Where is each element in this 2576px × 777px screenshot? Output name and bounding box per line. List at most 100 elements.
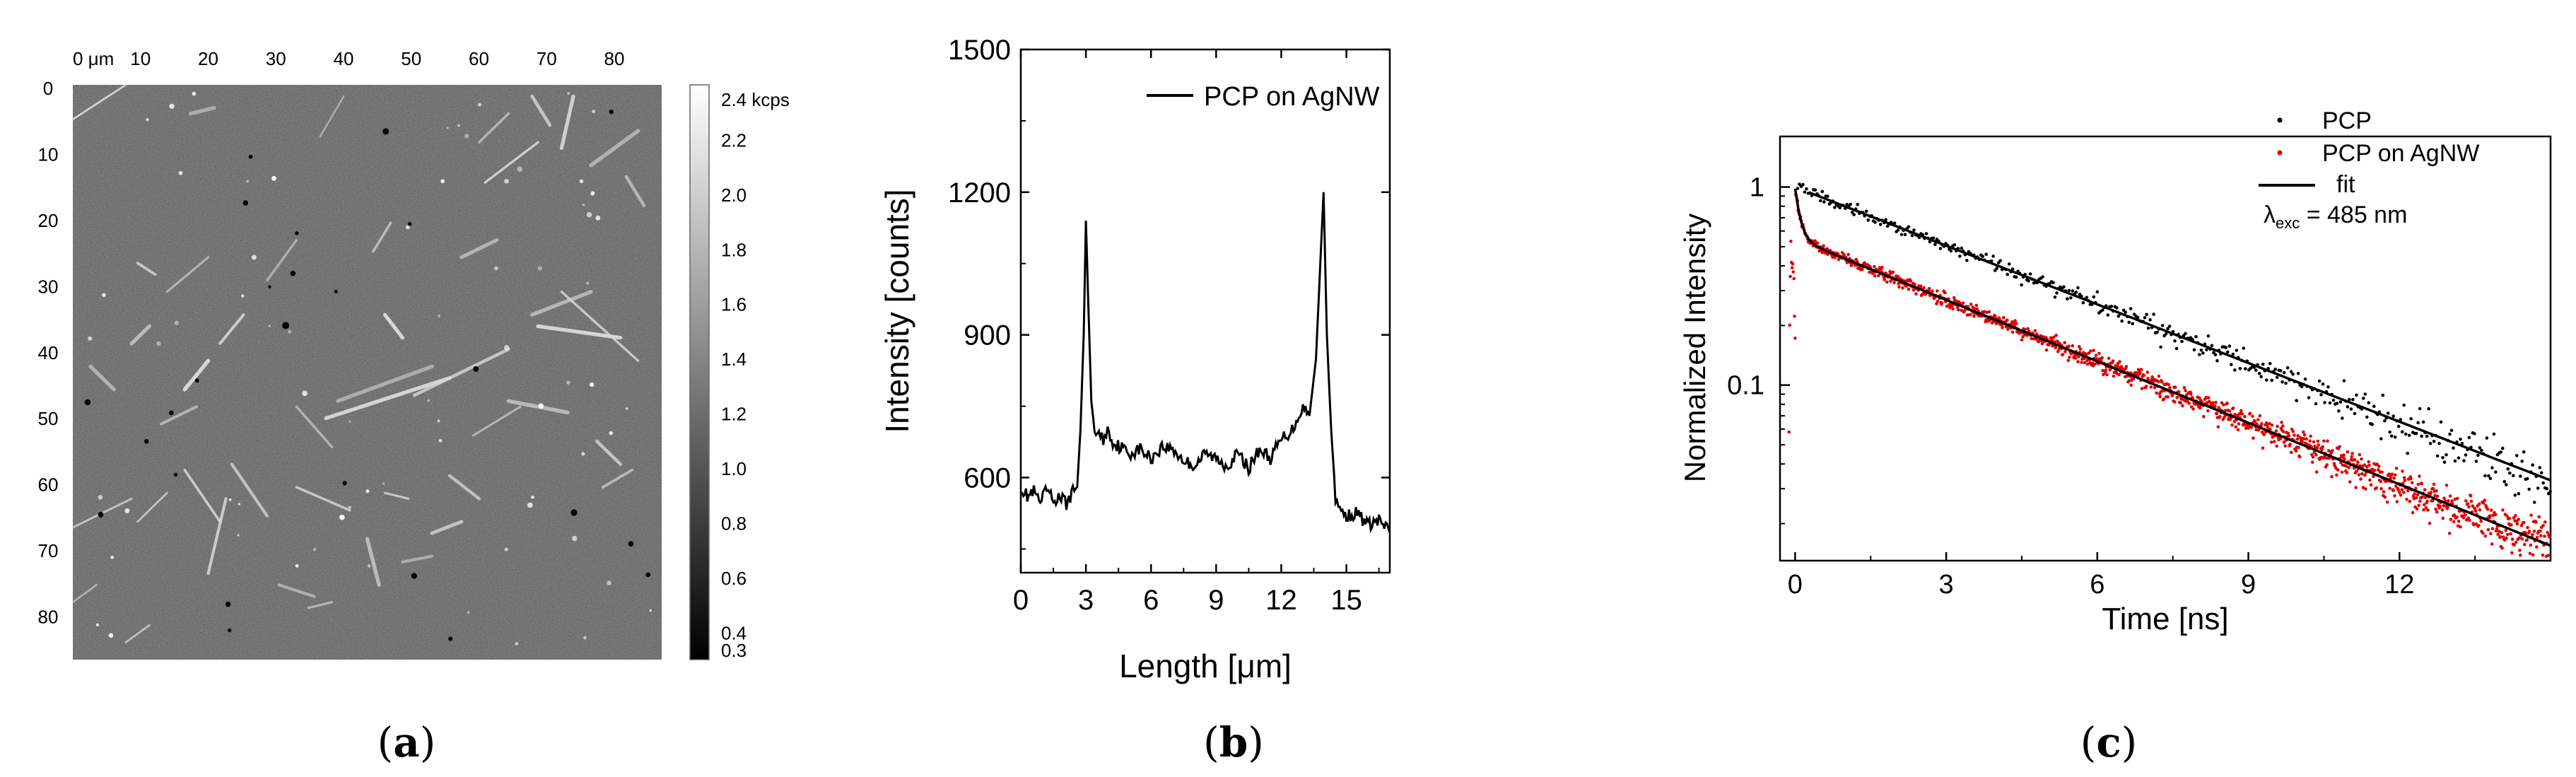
fluorescent-spot [108, 633, 114, 638]
data-point-pcp-on-agnw [2518, 549, 2522, 552]
data-point-pcp-on-agnw [1873, 264, 1876, 269]
data-point-pcp-on-agnw [2531, 533, 2534, 537]
data-point-pcp-on-agnw [2415, 507, 2419, 510]
data-point-pcp-on-agnw [2240, 412, 2244, 416]
data-point-pcp [1953, 243, 1957, 247]
data-point-pcp-on-agnw [2498, 530, 2501, 533]
data-point-pcp-on-agnw [2076, 360, 2080, 363]
panel-a-x-tick-label: 80 [604, 48, 625, 69]
dark-spot [609, 109, 614, 115]
data-point-pcp [1826, 194, 1829, 198]
data-point-pcp-on-agnw [1846, 252, 1850, 257]
data-point-pcp-on-agnw [2379, 479, 2383, 484]
data-point-pcp-on-agnw [2160, 389, 2165, 392]
data-point-pcp-on-agnw [2372, 474, 2375, 479]
dark-spot [473, 366, 479, 372]
data-point-pcp [2180, 339, 2184, 344]
nanowire [230, 462, 269, 518]
data-point-pcp [2319, 393, 2323, 397]
data-point-pcp-on-agnw [2230, 423, 2234, 427]
panel-a-y-tick-label: 10 [38, 144, 59, 165]
data-point-pcp-on-agnw [2394, 467, 2399, 470]
data-point-pcp-on-agnw [2490, 542, 2494, 546]
data-point-pcp [2494, 470, 2498, 474]
fluorescent-spot [438, 438, 443, 443]
panel-c-x-tick-label: 9 [2241, 570, 2256, 600]
data-point-pcp-on-agnw [2459, 525, 2462, 529]
data-point-pcp-on-agnw [2067, 344, 2071, 349]
panel-c-plot-frame [1779, 135, 2552, 562]
data-point-pcp-on-agnw [1883, 278, 1887, 281]
panel-a-y-tick-label: 20 [38, 210, 59, 231]
data-point-pcp-on-agnw [2413, 492, 2416, 496]
data-point-pcp-on-agnw [2447, 499, 2450, 503]
series-line-pcp-on-agnw [1020, 192, 1391, 534]
fluorescent-spot [102, 293, 106, 298]
data-point-pcp [2184, 332, 2187, 336]
data-point-pcp-on-agnw [2358, 452, 2362, 457]
panel-b-y-tick-label: 1200 [948, 177, 1011, 209]
panel-b-x-axis-label: Length [μm] [1119, 648, 1292, 684]
fluorescent-spot [440, 179, 445, 184]
data-point-pcp-on-agnw [1833, 255, 1837, 259]
data-point-pcp [2289, 370, 2293, 373]
data-point-pcp [2226, 350, 2230, 354]
data-point-pcp [2460, 441, 2464, 445]
data-point-pcp-on-agnw [2149, 385, 2153, 389]
data-point-pcp-on-agnw [1952, 296, 1956, 300]
data-point-pcp-on-agnw [1873, 274, 1877, 278]
data-point-pcp-on-agnw [2216, 425, 2220, 428]
data-point-pcp-on-agnw [2181, 404, 2184, 408]
data-point-pcp [2323, 401, 2326, 404]
data-point-pcp-on-agnw [2217, 406, 2220, 409]
data-point-pcp-on-agnw [1788, 323, 1791, 327]
data-point-pcp [2539, 471, 2543, 474]
data-point-pcp-on-agnw [1913, 283, 1916, 286]
data-point-pcp-on-agnw [2514, 540, 2518, 544]
data-point-pcp [1910, 233, 1914, 238]
data-point-pcp [2546, 491, 2551, 496]
data-point-pcp [2536, 486, 2540, 490]
data-point-pcp [1884, 218, 1887, 222]
nanowire [136, 262, 157, 276]
dark-spot [334, 289, 338, 293]
data-point-pcp [2505, 483, 2508, 486]
data-point-pcp-on-agnw [2506, 532, 2510, 537]
data-point-pcp-on-agnw [2377, 465, 2381, 468]
data-point-pcp [2349, 407, 2353, 411]
data-point-pcp-on-agnw [2365, 465, 2369, 469]
data-point-pcp-on-agnw [2393, 494, 2396, 498]
data-point-pcp [2051, 281, 2055, 285]
data-point-pcp [2268, 362, 2272, 366]
data-point-pcp [2233, 368, 2237, 372]
dark-spot [448, 636, 453, 641]
data-point-pcp-on-agnw [2532, 530, 2536, 533]
data-point-pcp-on-agnw [2517, 518, 2520, 521]
data-point-pcp-on-agnw [2331, 449, 2334, 452]
data-point-pcp-on-agnw [2087, 351, 2091, 355]
data-point-pcp-on-agnw [2140, 387, 2144, 390]
data-point-pcp-on-agnw [2162, 397, 2166, 401]
dark-spot [295, 231, 299, 235]
data-point-pcp-on-agnw [2505, 514, 2509, 518]
nanowire [165, 256, 210, 293]
panel-b-x-tick-label: 3 [1078, 585, 1094, 616]
data-point-pcp-on-agnw [2068, 356, 2071, 359]
fluorescent-spot [427, 399, 430, 402]
data-point-pcp-on-agnw [2420, 495, 2425, 499]
data-point-pcp-on-agnw [2402, 476, 2406, 479]
data-point-pcp-on-agnw [2343, 457, 2346, 461]
fluorescent-spot [251, 255, 257, 260]
data-point-pcp-on-agnw [2367, 463, 2371, 467]
nanowire [266, 238, 298, 282]
data-point-pcp [2146, 326, 2150, 330]
data-point-pcp-on-agnw [2420, 481, 2424, 486]
colorbar-tick-label: 0.6 [721, 568, 747, 589]
fluorescent-spot [98, 495, 103, 500]
data-point-pcp-on-agnw [2002, 316, 2006, 320]
data-point-pcp-on-agnw [2380, 470, 2384, 474]
nanowire [472, 405, 522, 437]
data-point-pcp-on-agnw [2268, 427, 2272, 431]
dark-spot [173, 472, 178, 477]
data-point-pcp-on-agnw [2001, 326, 2004, 329]
